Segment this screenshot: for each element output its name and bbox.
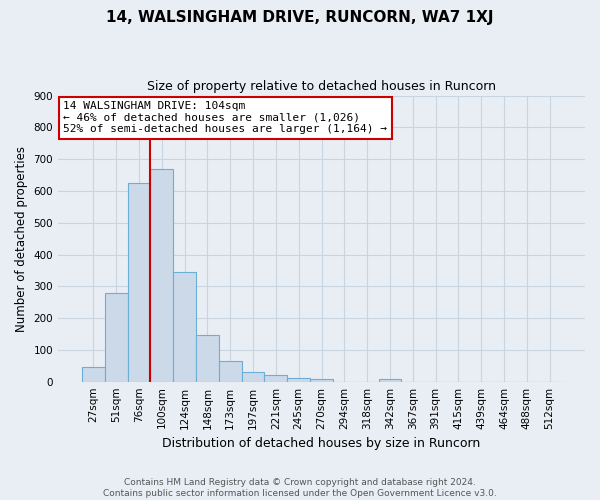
Bar xyxy=(151,168,173,382)
Bar xyxy=(82,368,105,382)
Bar xyxy=(242,372,265,382)
Y-axis label: Number of detached properties: Number of detached properties xyxy=(15,146,28,332)
Text: 14 WALSINGHAM DRIVE: 104sqm
← 46% of detached houses are smaller (1,026)
52% of : 14 WALSINGHAM DRIVE: 104sqm ← 46% of det… xyxy=(64,102,388,134)
Bar xyxy=(105,292,128,382)
Bar xyxy=(310,379,333,382)
Bar xyxy=(196,334,219,382)
Bar xyxy=(128,183,151,382)
Text: 14, WALSINGHAM DRIVE, RUNCORN, WA7 1XJ: 14, WALSINGHAM DRIVE, RUNCORN, WA7 1XJ xyxy=(106,10,494,25)
Bar xyxy=(379,379,401,382)
Bar xyxy=(265,376,287,382)
Bar xyxy=(287,378,310,382)
Title: Size of property relative to detached houses in Runcorn: Size of property relative to detached ho… xyxy=(147,80,496,93)
Bar xyxy=(219,361,242,382)
X-axis label: Distribution of detached houses by size in Runcorn: Distribution of detached houses by size … xyxy=(163,437,481,450)
Text: Contains HM Land Registry data © Crown copyright and database right 2024.
Contai: Contains HM Land Registry data © Crown c… xyxy=(103,478,497,498)
Bar xyxy=(173,272,196,382)
